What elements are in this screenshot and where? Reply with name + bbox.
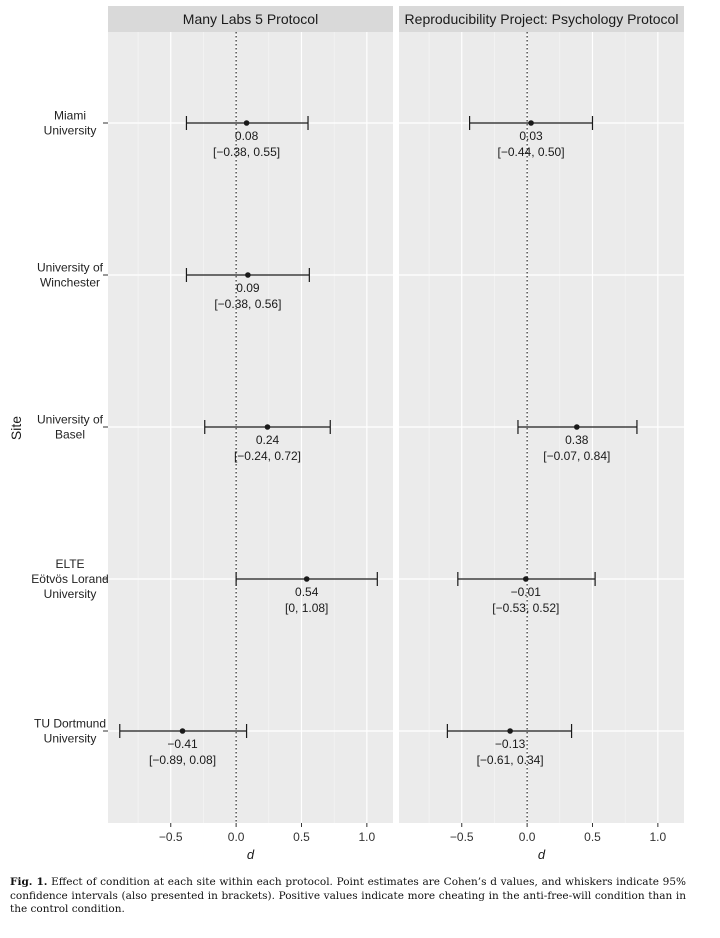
x-tick-label: 1.0 <box>650 830 667 844</box>
estimate-row-5: −0.41 [−0.89, 0.08] <box>119 724 248 767</box>
site-label-line: University of <box>37 413 104 427</box>
estimate-label: 0.08 <box>235 129 259 143</box>
x-tick-label: 0.0 <box>228 830 245 844</box>
point-estimate <box>303 576 310 582</box>
caption-text: Effect of condition at each site within … <box>10 876 686 915</box>
estimate-label: 0.38 <box>565 433 589 447</box>
panel-strip <box>399 6 684 32</box>
site-label-line: Winchester <box>40 276 100 290</box>
site-label-line: Eötvös Lorand <box>31 572 108 586</box>
site-label-line: Basel <box>55 428 85 442</box>
x-tick-label: −0.5 <box>450 830 474 844</box>
ci-label: [−0.38, 0.56] <box>214 297 281 311</box>
x-tick-label: −0.5 <box>159 830 183 844</box>
estimate-row-3: 0.24 [−0.24, 0.72] <box>204 420 331 463</box>
panel-title: Many Labs 5 Protocol <box>183 11 318 27</box>
estimate-row-4: −0.01 [−0.53, 0.52] <box>457 572 596 615</box>
site-label-line: University <box>44 124 97 138</box>
point-estimate <box>245 272 251 278</box>
x-tick-label: 1.0 <box>359 830 376 844</box>
panel-title: Reproducibility Project: Psychology Prot… <box>405 11 679 27</box>
site-label-line: University of <box>37 261 104 275</box>
point-estimate <box>179 728 186 734</box>
ci-label: [−0.07, 0.84] <box>543 449 610 463</box>
x-tick-label: 0.0 <box>519 830 536 844</box>
point-estimate <box>243 120 250 126</box>
ci-label: [−0.53, 0.52] <box>492 601 559 615</box>
figure-caption: Fig. 1. Effect of condition at each site… <box>10 876 686 917</box>
estimate-label: 0.09 <box>236 281 260 295</box>
ci-label: [−0.24, 0.72] <box>234 449 301 463</box>
site-label-line: TU Dortmund <box>34 717 106 731</box>
x-axis-title: d <box>538 847 546 862</box>
point-estimate <box>507 728 513 734</box>
ci-label: [0, 1.08] <box>285 601 328 615</box>
x-tick-label: 0.5 <box>584 830 601 844</box>
point-estimate <box>528 120 534 126</box>
site-label-line: Miami <box>54 109 86 123</box>
ci-label: [−0.89, 0.08] <box>149 753 216 767</box>
x-tick-label: 0.5 <box>293 830 310 844</box>
ci-label: [−0.61, 0.34] <box>477 753 544 767</box>
y-axis-title: Site <box>8 416 24 440</box>
ci-label: [−0.38, 0.55] <box>213 145 280 159</box>
point-estimate <box>264 424 271 430</box>
point-estimate <box>523 576 529 582</box>
site-label-line: ELTE <box>55 557 84 571</box>
estimate-label: −0.41 <box>167 737 198 751</box>
ci-label: [−0.44, 0.50] <box>498 145 565 159</box>
estimate-label: −0.13 <box>495 737 526 751</box>
estimate-label: 0.03 <box>519 129 543 143</box>
estimate-row-5: −0.13 [−0.61, 0.34] <box>446 724 573 767</box>
estimate-row-1: 0.03 [−0.44, 0.50] <box>468 116 594 159</box>
estimate-label: −0.01 <box>511 585 542 599</box>
estimate-label: 0.24 <box>256 433 280 447</box>
estimate-row-2: 0.09 [−0.38, 0.56] <box>185 268 310 311</box>
site-label-line: University <box>44 587 97 601</box>
point-estimate <box>573 424 580 430</box>
estimate-row-1: 0.08 [−0.38, 0.55] <box>185 116 309 159</box>
estimate-row-4: 0.54 [0, 1.08] <box>235 572 378 615</box>
caption-label: Fig. 1. <box>10 876 48 888</box>
estimate-label: 0.54 <box>295 585 319 599</box>
site-label-line: University <box>44 732 97 746</box>
estimate-row-3: 0.38 [−0.07, 0.84] <box>517 420 638 463</box>
panel-2: Reproducibility Project: Psychology Prot… <box>399 6 684 862</box>
x-axis-title: d <box>247 847 255 862</box>
panel-strip <box>108 6 393 32</box>
